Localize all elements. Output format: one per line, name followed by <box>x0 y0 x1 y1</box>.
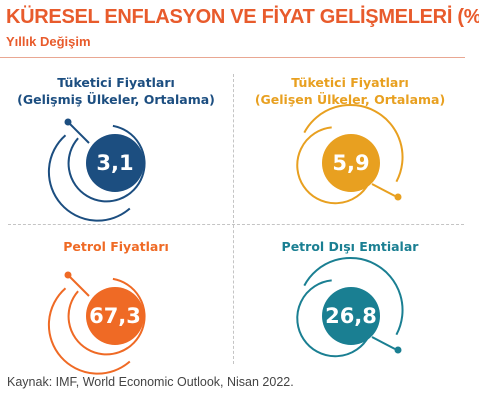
panel-title-advanced-line1: Tüketici Fiyatları <box>57 75 175 90</box>
gauge-commodities-inner-arc <box>296 279 370 358</box>
panel-title-commodities: Petrol Dışı Emtialar <box>281 239 419 254</box>
gauge-advanced-pointer <box>69 123 90 144</box>
gauge-oil-disc <box>86 287 144 345</box>
gauge-advanced-disc <box>86 134 144 192</box>
gauge-emerging-inner-arc <box>296 126 370 205</box>
gauge-oil-outer-arc <box>47 287 131 375</box>
gauge-advanced-pointer-dot <box>64 118 72 126</box>
gauge-advanced-inner-arc <box>67 124 146 203</box>
gauge-oil-pointer <box>69 276 90 297</box>
gauge-advanced-outer-arc <box>47 134 131 222</box>
gauge-oil <box>47 271 146 375</box>
gauge-advanced <box>47 118 146 222</box>
gauge-commodities-disc <box>322 287 380 345</box>
panel-title-emerging-line1: Tüketici Fiyatları <box>291 75 409 90</box>
gauge-oil-inner-arc <box>67 277 146 356</box>
panel-title-advanced-line2: (Gelişmiş Ülkeler, Ortalama) <box>17 92 215 107</box>
gauge-commodities <box>296 257 404 358</box>
horizontal-divider <box>8 224 464 225</box>
value-emerging: 5,9 <box>332 151 370 175</box>
gauge-commodities-pointer <box>371 336 396 350</box>
value-advanced: 3,1 <box>96 151 134 175</box>
gauge-emerging-outer-arc <box>303 104 404 183</box>
gauge-commodities-outer-arc <box>303 257 404 336</box>
gauge-emerging-pointer-dot <box>394 193 402 201</box>
gauge-commodities-pointer-dot <box>394 346 402 354</box>
gauge-oil-pointer-dot <box>64 271 72 279</box>
gauge-emerging <box>296 104 404 205</box>
page-subtitle: Yıllık Değişim <box>6 34 91 49</box>
value-oil: 67,3 <box>89 304 141 328</box>
source-note: Kaynak: IMF, World Economic Outlook, Nis… <box>7 375 294 389</box>
value-commodities: 26,8 <box>325 304 377 328</box>
gauge-emerging-disc <box>322 134 380 192</box>
title-underline <box>0 57 465 58</box>
panel-title-oil: Petrol Fiyatları <box>63 239 169 254</box>
page-title: KÜRESEL ENFLASYON VE FİYAT GELİŞMELERİ (… <box>6 6 479 28</box>
panel-title-emerging-line2: (Gelişen Ülkeler, Ortalama) <box>254 92 446 107</box>
gauge-emerging-pointer <box>371 183 396 197</box>
vertical-divider <box>233 74 234 364</box>
